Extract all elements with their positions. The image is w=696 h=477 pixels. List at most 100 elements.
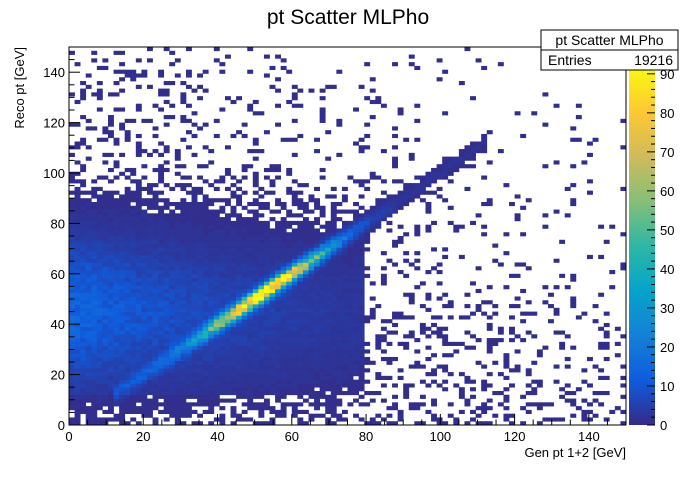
heatmap-cell [230,406,237,411]
heatmap-cell [598,254,605,260]
heatmap-cell [291,341,298,346]
heatmap-cell [297,322,304,328]
heatmap-cell [353,364,359,369]
heatmap-cell [174,201,181,207]
heatmap-cell [325,194,332,199]
heatmap-cell [102,398,109,403]
heatmap-cell [230,322,237,328]
heatmap-cell [397,417,404,422]
heatmap-cell [124,186,131,191]
heatmap-cell [247,353,254,358]
heatmap-cell [269,349,276,354]
heatmap-cell [564,334,571,339]
heatmap-cell [442,341,449,346]
heatmap-cell [191,247,198,252]
heatmap-cell [163,319,170,324]
heatmap-cell [80,394,87,399]
heatmap-cell [130,353,137,358]
heatmap-cell [291,383,298,388]
heatmap-cell [252,285,259,290]
heatmap-cell [158,273,165,278]
heatmap-cell [213,394,220,399]
heatmap-cell [158,322,165,328]
heatmap-cell [314,232,320,237]
heatmap-cell [280,243,287,248]
heatmap-cell [291,292,298,297]
heatmap-cell [347,345,354,350]
heatmap-cell [319,167,326,173]
heatmap-cell [380,338,387,343]
heatmap-cell [80,315,87,320]
heatmap-cell [197,292,204,297]
heatmap-cell [447,372,454,377]
heatmap-cell [197,360,204,365]
heatmap-cell [481,300,488,305]
heatmap-cell [130,394,137,399]
heatmap-cell [119,213,126,218]
heatmap-cell [380,266,387,271]
heatmap-cell [141,398,148,403]
heatmap-cell [107,217,114,222]
heatmap-cell [431,368,437,373]
heatmap-cell [291,360,298,365]
heatmap-cell [252,258,259,263]
heatmap-cell [174,334,181,339]
heatmap-cell [96,239,103,244]
heatmap-cell [80,379,87,384]
heatmap-cell [180,277,187,282]
heatmap-cell [146,213,153,218]
heatmap-cell [236,258,243,263]
heatmap-cell [113,368,120,373]
heatmap-cell [330,224,337,229]
heatmap-cell [236,273,243,278]
heatmap-cell [263,220,270,226]
heatmap-cell [347,209,354,214]
heatmap-cell [275,258,282,263]
heatmap-cell [135,236,142,241]
heatmap-cell [314,307,320,312]
heatmap-cell [224,345,231,350]
heatmap-cell [275,364,282,369]
heatmap-cell [224,338,231,343]
heatmap-cell [185,364,192,369]
heatmap-cell [358,205,365,210]
heatmap-cell [347,360,354,365]
heatmap-cell [358,243,365,248]
heatmap-cell [202,262,209,267]
heatmap-cell [69,353,75,358]
heatmap-cell [158,288,165,294]
heatmap-cell [152,390,159,396]
heatmap-cell [191,243,198,248]
heatmap-cell [447,171,454,176]
heatmap-cell [358,311,365,316]
heatmap-cell [297,326,304,331]
heatmap-cell [269,190,276,195]
heatmap-cell [297,300,304,305]
heatmap-cell [124,236,131,241]
heatmap-cell [152,239,159,244]
heatmap-cell [185,213,192,218]
heatmap-cell [497,330,504,335]
heatmap-cell [314,353,320,358]
heatmap-cell [69,239,75,244]
heatmap-cell [470,394,476,399]
heatmap-cell [297,307,304,312]
heatmap-cell [258,315,265,320]
heatmap-cell [152,243,159,248]
heatmap-cell [241,243,248,248]
heatmap-cell [392,145,398,150]
heatmap-cell [570,198,577,203]
heatmap-cell [119,360,126,365]
heatmap-cell [219,270,226,275]
heatmap-cell [353,251,359,256]
heatmap-cell [74,409,81,415]
heatmap-cell [525,383,532,388]
heatmap-cell [107,122,114,127]
heatmap-cell [202,307,209,312]
heatmap-cell [275,277,282,282]
heatmap-cell [135,141,142,146]
heatmap-cell [280,330,287,335]
heatmap-cell [263,277,270,282]
heatmap-cell [470,149,476,154]
heatmap-cell [146,183,153,188]
